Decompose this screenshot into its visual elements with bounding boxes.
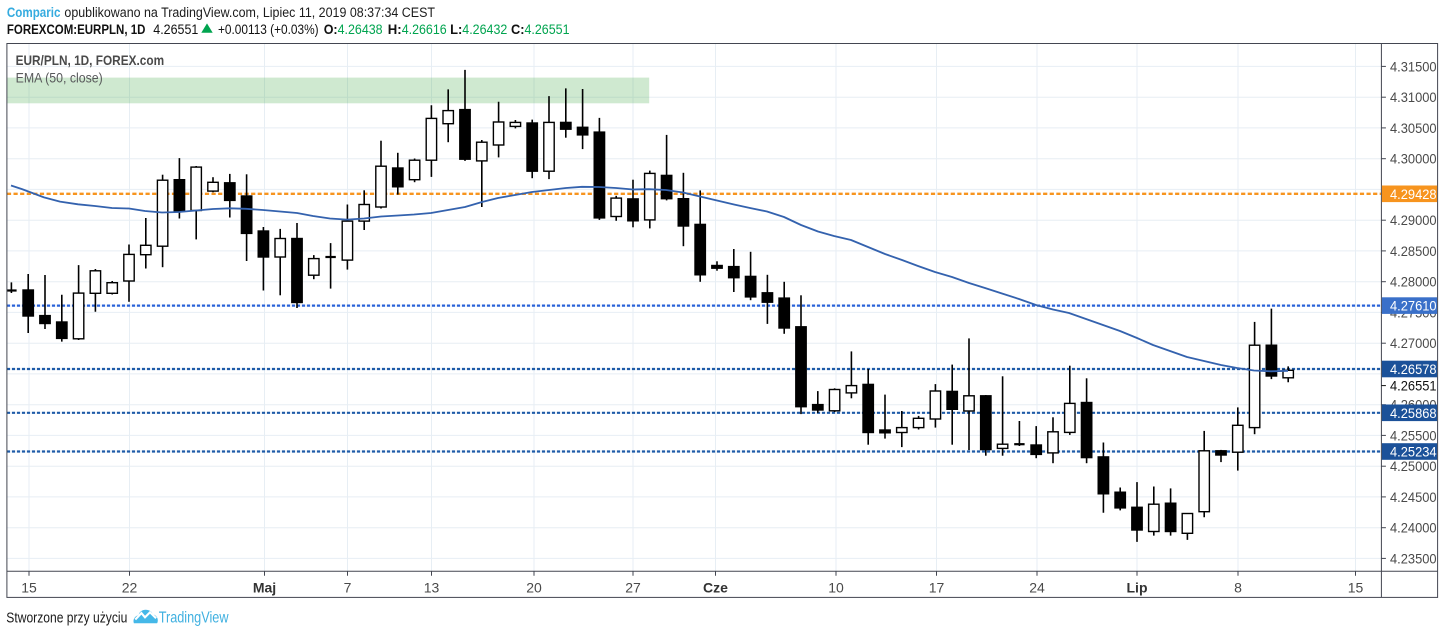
- svg-text:Maj: Maj: [253, 579, 276, 595]
- svg-text:24: 24: [1029, 579, 1045, 595]
- svg-text:Comparic: Comparic: [7, 5, 61, 20]
- svg-text:4.24500: 4.24500: [1390, 489, 1437, 505]
- svg-text:TradingView: TradingView: [159, 610, 229, 627]
- svg-text:Cze: Cze: [703, 579, 728, 595]
- svg-text:FOREXCOM:EURPLN, 1D: FOREXCOM:EURPLN, 1D: [7, 22, 146, 37]
- svg-text:4.30500: 4.30500: [1390, 120, 1437, 136]
- svg-text:8: 8: [1234, 579, 1242, 595]
- svg-text:22: 22: [122, 579, 138, 595]
- svg-text:4.26438: 4.26438: [338, 22, 383, 37]
- svg-text:4.26551: 4.26551: [525, 22, 570, 37]
- svg-text:4.25868: 4.25868: [1390, 405, 1437, 421]
- svg-text:4.26551: 4.26551: [153, 22, 198, 37]
- svg-text:opublikowano na TradingView.co: opublikowano na TradingView.com, Lipiec …: [64, 5, 435, 20]
- svg-text:4.29000: 4.29000: [1390, 212, 1437, 228]
- svg-text:EMA (50, close): EMA (50, close): [16, 69, 103, 85]
- svg-text:4.24000: 4.24000: [1390, 520, 1437, 536]
- svg-text:H:: H:: [388, 22, 402, 37]
- svg-text:Stworzone przy użyciu: Stworzone przy użyciu: [6, 609, 127, 626]
- svg-text:+0.00113 (+0.03%): +0.00113 (+0.03%): [218, 22, 319, 37]
- svg-text:4.29428: 4.29428: [1390, 186, 1437, 202]
- svg-text:Lip: Lip: [1127, 579, 1148, 595]
- svg-text:4.31500: 4.31500: [1390, 58, 1437, 74]
- svg-text:10: 10: [828, 579, 844, 595]
- svg-text:4.25500: 4.25500: [1390, 427, 1437, 443]
- svg-text:4.26432: 4.26432: [462, 22, 507, 37]
- svg-text:15: 15: [21, 579, 37, 595]
- svg-text:4.28500: 4.28500: [1390, 243, 1437, 259]
- svg-text:15: 15: [1348, 579, 1364, 595]
- svg-text:4.25000: 4.25000: [1390, 458, 1437, 474]
- svg-text:L:: L:: [450, 22, 462, 37]
- svg-text:4.27610: 4.27610: [1390, 298, 1437, 314]
- svg-text:O:: O:: [324, 22, 338, 37]
- svg-text:27: 27: [625, 579, 641, 595]
- svg-text:C:: C:: [511, 22, 525, 37]
- svg-text:20: 20: [526, 579, 542, 595]
- svg-text:4.25234: 4.25234: [1390, 444, 1437, 460]
- svg-text:4.27000: 4.27000: [1390, 335, 1437, 351]
- svg-text:17: 17: [929, 579, 945, 595]
- svg-text:13: 13: [424, 579, 440, 595]
- svg-text:4.26578: 4.26578: [1390, 361, 1437, 377]
- svg-text:4.26551: 4.26551: [1390, 378, 1437, 394]
- svg-text:4.26616: 4.26616: [402, 22, 447, 37]
- svg-text:4.23500: 4.23500: [1390, 550, 1437, 566]
- svg-text:4.28000: 4.28000: [1390, 274, 1437, 290]
- svg-text:EUR/PLN, 1D, FOREX.com: EUR/PLN, 1D, FOREX.com: [16, 52, 165, 68]
- svg-text:4.30000: 4.30000: [1390, 151, 1437, 167]
- svg-text:7: 7: [344, 579, 352, 595]
- svg-text:4.31000: 4.31000: [1390, 89, 1437, 105]
